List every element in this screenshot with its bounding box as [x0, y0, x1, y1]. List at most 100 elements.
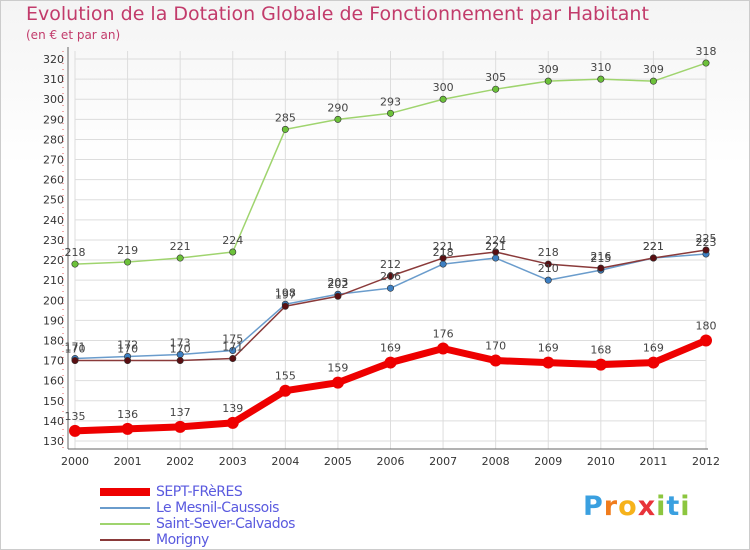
data-label-sept-fr-res: 168 [590, 344, 611, 357]
legend-swatch-le-mesnil-caussois [100, 507, 150, 509]
logo-letter: o [618, 491, 638, 522]
y-tick-label: 310 [43, 73, 64, 86]
data-label-sept-fr-res: 155 [275, 370, 296, 383]
y-tick-label: 300 [43, 93, 64, 106]
data-label-saint-sever-calvados: 221 [170, 240, 191, 253]
data-label-le-mesnil-caussois: 171 [65, 341, 86, 354]
data-label-morigny: 171 [222, 341, 243, 354]
logo-letter: i [656, 491, 667, 522]
data-label-saint-sever-calvados: 310 [590, 61, 611, 74]
data-label-morigny: 197 [275, 288, 296, 301]
logo-letter: r [603, 491, 619, 522]
y-tick-label: 160 [43, 375, 64, 388]
data-point-sept-fr-res [279, 384, 292, 397]
data-label-sept-fr-res: 180 [696, 319, 717, 332]
data-point-morigny [702, 246, 710, 254]
data-label-le-mesnil-caussois: 221 [643, 240, 664, 253]
data-label-morigny: 218 [538, 246, 559, 259]
y-tick-label: 260 [43, 174, 64, 187]
data-label-morigny: 221 [643, 240, 664, 253]
y-tick-label: 230 [43, 234, 64, 247]
data-label-le-mesnil-caussois: 172 [117, 339, 138, 352]
data-labels: 135 136 137 139 155 159 169 176 170 169 168 169 180 1… [65, 45, 717, 423]
data-label-morigny: 170 [170, 343, 191, 356]
data-label-le-mesnil-caussois: 223 [696, 236, 717, 249]
data-label-sept-fr-res: 136 [117, 408, 138, 421]
data-point-saint-sever-calvados [544, 77, 552, 85]
data-label-le-mesnil-caussois: 198 [275, 286, 296, 299]
data-point-sept-fr-res [647, 356, 660, 369]
data-point-le-mesnil-caussois [544, 276, 552, 284]
y-tick-label: 130 [43, 435, 64, 448]
chart-subtitle: (en € et par an) [26, 28, 121, 42]
x-tick-label: 2010 [587, 455, 615, 468]
x-tick-label: 2000 [61, 455, 89, 468]
data-label-le-mesnil-caussois: 218 [433, 246, 454, 259]
legend-label-le-mesnil-caussois: Le Mesnil-Caussois [156, 500, 279, 516]
data-label-le-mesnil-caussois: 210 [538, 262, 559, 275]
data-label-sept-fr-res: 139 [222, 402, 243, 415]
data-point-le-mesnil-caussois [386, 284, 394, 292]
data-point-sept-fr-res [331, 376, 344, 389]
data-label-morigny: 212 [380, 258, 401, 271]
data-label-sept-fr-res: 169 [380, 342, 401, 355]
data-label-le-mesnil-caussois: 173 [170, 337, 191, 350]
data-label-morigny: 170 [65, 343, 86, 356]
x-tick-label: 2007 [429, 455, 457, 468]
data-point-saint-sever-calvados [492, 85, 500, 93]
data-label-morigny: 225 [696, 232, 717, 245]
data-label-sept-fr-res: 135 [65, 410, 86, 423]
x-tick-label: 2011 [639, 455, 667, 468]
y-tick-label: 200 [43, 294, 64, 307]
x-tick-label: 2004 [271, 455, 299, 468]
data-point-saint-sever-calvados [281, 125, 289, 133]
legend-label-sept-freres: SEPT-FRèRES [156, 484, 243, 500]
data-label-saint-sever-calvados: 290 [327, 101, 348, 114]
data-point-saint-sever-calvados [124, 258, 132, 266]
data-label-morigny: 221 [433, 240, 454, 253]
legend-label-morigny: Morigny [156, 532, 209, 548]
y-tick-label: 150 [43, 395, 64, 408]
legend-label-saint-sever-calvados: Saint-Sever-Calvados [156, 516, 295, 532]
x-tick-label: 2009 [534, 455, 562, 468]
data-point-saint-sever-calvados [229, 248, 237, 256]
line-chart: 1301401501601701801902002102202302402502… [43, 45, 720, 468]
data-label-saint-sever-calvados: 305 [485, 71, 506, 84]
data-point-saint-sever-calvados [597, 75, 605, 83]
data-label-saint-sever-calvados: 285 [275, 111, 296, 124]
data-point-sept-fr-res [700, 334, 712, 347]
chart-title: Evolution de la Dotation Globale de Fonc… [26, 3, 649, 25]
x-tick-label: 2005 [324, 455, 352, 468]
data-point-morigny [439, 254, 447, 262]
data-point-saint-sever-calvados [386, 109, 394, 117]
data-point-morigny [649, 254, 657, 262]
data-point-sept-fr-res [437, 342, 450, 355]
logo-letter: P [583, 491, 604, 522]
y-tick-label: 320 [43, 53, 64, 66]
proxiti-logo: Proxiti [583, 491, 691, 522]
data-point-sept-fr-res [69, 424, 81, 437]
series [69, 59, 712, 437]
data-point-morigny [71, 357, 79, 365]
data-point-morigny [281, 302, 289, 310]
x-tick-label: 2008 [482, 455, 510, 468]
data-label-morigny: 216 [590, 250, 611, 263]
data-label-sept-fr-res: 137 [170, 406, 191, 419]
y-tick-label: 140 [43, 415, 64, 428]
data-label-sept-fr-res: 169 [538, 342, 559, 355]
x-tick-label: 2002 [166, 455, 194, 468]
data-label-le-mesnil-caussois: 203 [327, 276, 348, 289]
data-point-le-mesnil-caussois [439, 260, 447, 268]
data-point-morigny [386, 272, 394, 280]
y-tick-label: 190 [43, 314, 64, 327]
data-label-le-mesnil-caussois: 221 [485, 240, 506, 253]
legend-swatch-sept-freres [100, 488, 150, 496]
x-tick-label: 2012 [692, 455, 720, 468]
logo-letter: t [666, 491, 681, 522]
data-point-le-mesnil-caussois [229, 347, 237, 355]
y-tick-label: 290 [43, 113, 64, 126]
data-point-morigny [124, 357, 132, 365]
legend-swatch-morigny [100, 539, 150, 541]
y-tick-label: 270 [43, 154, 64, 167]
